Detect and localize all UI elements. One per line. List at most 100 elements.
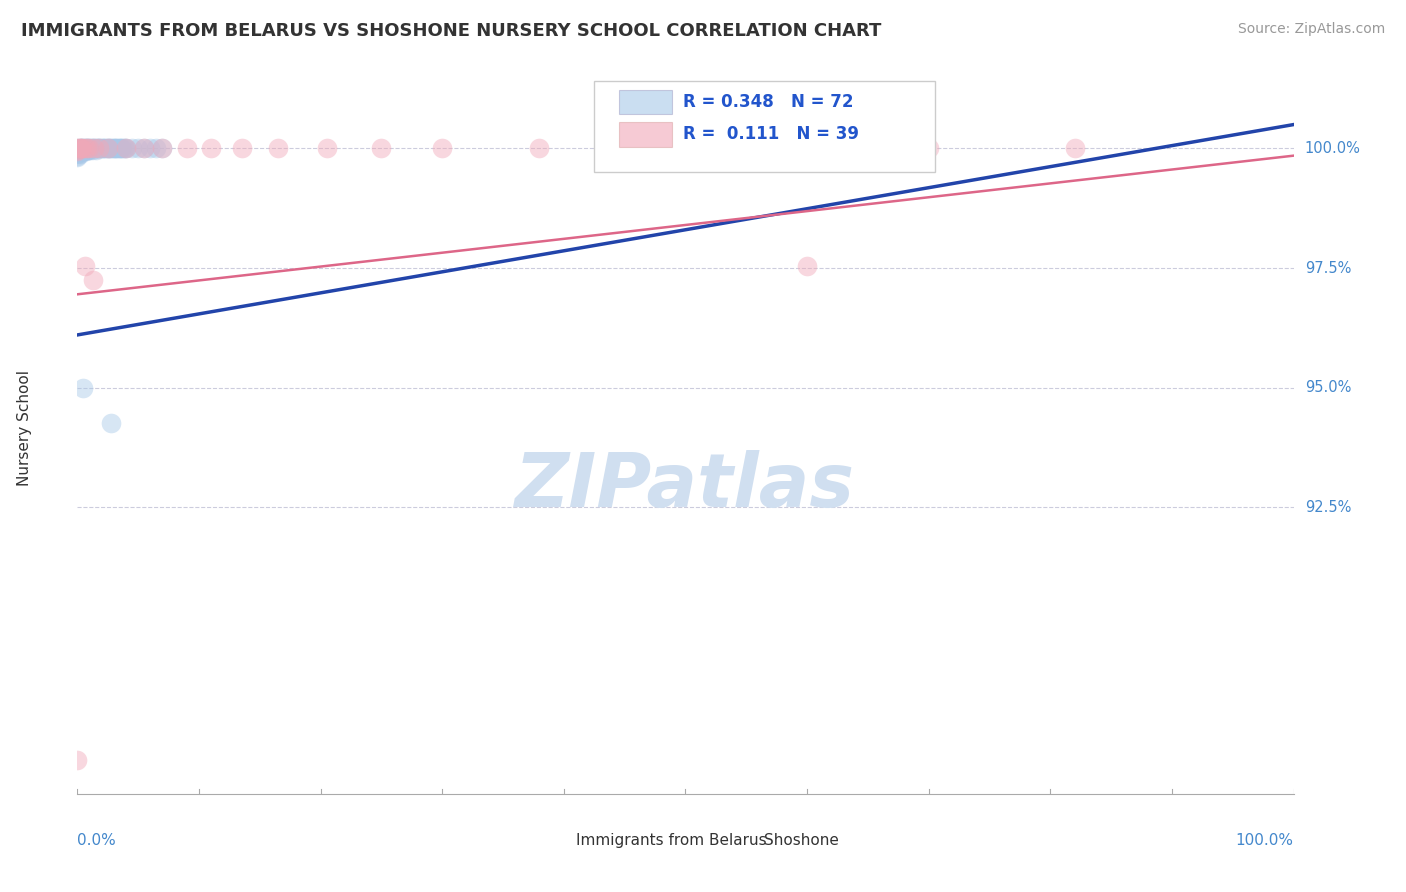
Point — [796, 141, 818, 155]
Point — [73, 141, 96, 155]
Point — [75, 141, 97, 155]
Text: IMMIGRANTS FROM BELARUS VS SHOSHONE NURSERY SCHOOL CORRELATION CHART: IMMIGRANTS FROM BELARUS VS SHOSHONE NURS… — [21, 22, 882, 40]
Point — [66, 753, 89, 767]
Point — [73, 259, 96, 273]
Point — [89, 141, 111, 155]
Point — [83, 141, 105, 155]
Point — [70, 143, 93, 157]
Text: R =  0.111   N = 39: R = 0.111 N = 39 — [683, 125, 859, 143]
Point — [529, 141, 551, 155]
Point — [918, 141, 941, 155]
Point — [176, 141, 198, 155]
Point — [100, 417, 122, 431]
Point — [94, 141, 117, 155]
Point — [145, 141, 167, 155]
Point — [105, 141, 128, 155]
Point — [96, 141, 118, 155]
Point — [79, 143, 101, 157]
Point — [77, 143, 100, 157]
Text: ZIPatlas: ZIPatlas — [516, 450, 855, 524]
Text: R = 0.348   N = 72: R = 0.348 N = 72 — [683, 93, 853, 111]
Point — [100, 141, 122, 155]
Point — [69, 143, 91, 157]
Point — [70, 141, 93, 155]
Text: 97.5%: 97.5% — [1305, 260, 1351, 276]
Point — [66, 143, 89, 157]
Point — [370, 141, 392, 155]
Point — [77, 141, 100, 155]
FancyBboxPatch shape — [595, 81, 935, 172]
Point — [83, 141, 105, 155]
Point — [66, 143, 89, 157]
Point — [107, 141, 129, 155]
Point — [72, 143, 94, 157]
Point — [152, 141, 174, 155]
Point — [112, 141, 135, 155]
FancyBboxPatch shape — [724, 830, 758, 851]
Point — [72, 145, 94, 159]
Point — [315, 141, 337, 155]
Point — [76, 143, 98, 157]
Text: Source: ZipAtlas.com: Source: ZipAtlas.com — [1237, 22, 1385, 37]
Point — [267, 141, 290, 155]
Point — [76, 141, 98, 155]
Text: Immigrants from Belarus: Immigrants from Belarus — [576, 833, 766, 848]
Point — [76, 141, 98, 155]
Point — [134, 141, 156, 155]
Point — [111, 141, 134, 155]
FancyBboxPatch shape — [619, 89, 672, 114]
Point — [101, 141, 124, 155]
Point — [139, 141, 162, 155]
Point — [66, 141, 89, 155]
Point — [104, 141, 127, 155]
Point — [115, 141, 138, 155]
Point — [93, 141, 115, 155]
Text: Shoshone: Shoshone — [765, 833, 839, 848]
Point — [70, 141, 93, 155]
Point — [75, 143, 97, 157]
Point — [82, 141, 104, 155]
Point — [66, 141, 89, 155]
Point — [66, 145, 89, 159]
Point — [97, 141, 120, 155]
Point — [66, 150, 89, 164]
Point — [73, 143, 96, 157]
Point — [70, 143, 93, 157]
Point — [90, 141, 112, 155]
Point — [115, 141, 138, 155]
Point — [66, 149, 89, 163]
Point — [1063, 141, 1085, 155]
Point — [72, 380, 94, 394]
Point — [231, 141, 253, 155]
Point — [80, 143, 103, 157]
Point — [110, 141, 132, 155]
FancyBboxPatch shape — [619, 121, 672, 146]
Point — [87, 141, 110, 155]
Text: 100.0%: 100.0% — [1236, 833, 1294, 847]
Point — [69, 141, 91, 155]
Point — [69, 145, 91, 160]
Point — [108, 141, 131, 155]
Text: 95.0%: 95.0% — [1305, 380, 1351, 395]
Point — [91, 141, 114, 155]
Point — [84, 143, 107, 157]
Point — [75, 145, 97, 159]
Point — [79, 141, 101, 155]
Point — [72, 141, 94, 155]
Point — [200, 141, 222, 155]
Point — [80, 141, 103, 155]
Point — [66, 145, 89, 160]
Point — [430, 141, 453, 155]
Point — [66, 147, 89, 161]
Point — [69, 141, 91, 155]
Point — [70, 141, 93, 155]
Text: 100.0%: 100.0% — [1305, 141, 1361, 156]
Point — [89, 141, 111, 155]
Point — [66, 145, 89, 159]
Point — [98, 141, 121, 155]
Text: 0.0%: 0.0% — [77, 833, 117, 847]
Point — [107, 141, 129, 155]
Point — [796, 259, 818, 273]
Point — [80, 141, 103, 155]
Point — [97, 141, 120, 155]
